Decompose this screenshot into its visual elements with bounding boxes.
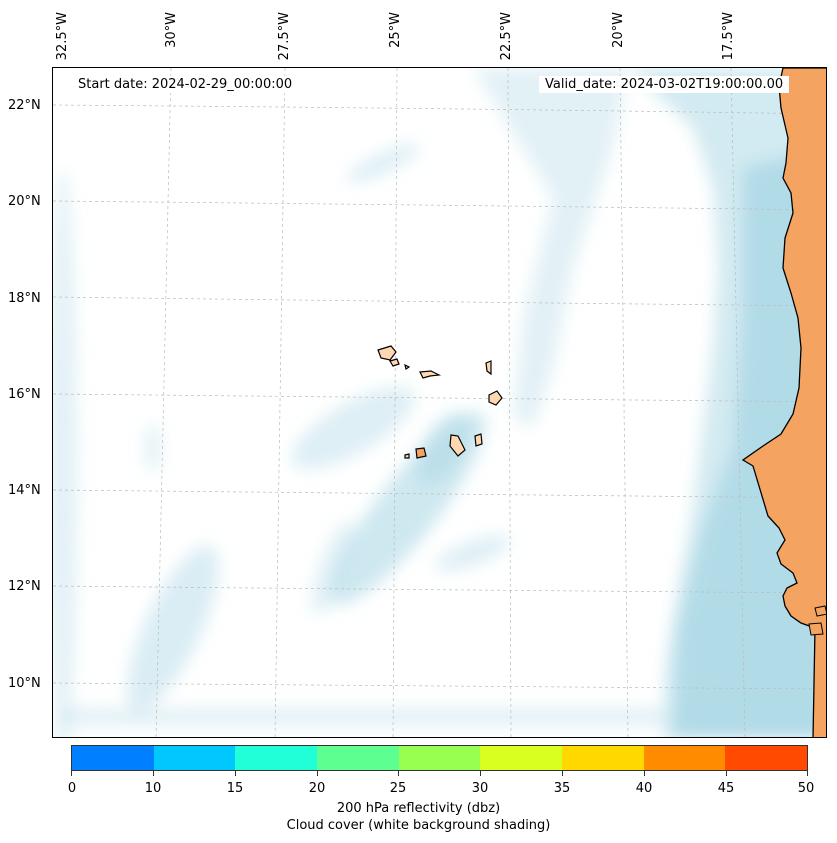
lon-label-32-5w: 32.5°W [55, 12, 70, 61]
colorbar-tickmark [644, 771, 645, 776]
map-panel [52, 67, 827, 738]
colorbar-tick-30: 30 [471, 781, 489, 796]
colorbar-tick-10: 10 [144, 781, 162, 796]
graticule [53, 68, 826, 737]
island-santiago [449, 434, 466, 457]
cloud-north-band [473, 68, 628, 428]
colorbar-tick-15: 15 [226, 781, 244, 796]
lon-label-20w: 20°W [611, 12, 626, 48]
cloud-patch-center-sw [416, 411, 470, 485]
lat-label-10n: 10°N [8, 676, 41, 691]
island-boa-vista [488, 390, 503, 406]
colorbar-segment-0-10 [72, 746, 154, 770]
colorbar-tick-0: 0 [67, 781, 77, 796]
cloud-patch-south [435, 535, 511, 571]
cloud-left-edge [53, 168, 77, 737]
colorbar-tick-40: 40 [635, 781, 653, 796]
map-canvas [53, 68, 826, 737]
colorbar-segment-10-15 [153, 746, 236, 770]
island-sao-vicente [389, 358, 400, 367]
colorbar-subtitle: Cloud cover (white background shading) [286, 818, 551, 833]
lat-label-16n: 16°N [8, 387, 41, 402]
colorbar-tickmark [153, 771, 154, 776]
colorbar-tickmark [807, 771, 808, 776]
cape-verde-islands [377, 345, 503, 459]
lon-label-17-5w: 17.5°W [721, 12, 736, 61]
cloud-patch-west-mid [145, 423, 161, 473]
lon-label-22-5w: 22.5°W [499, 12, 514, 61]
colorbar-tick-45: 45 [717, 781, 735, 796]
cloud-streak-central-north [291, 386, 415, 470]
colorbar-tick-50: 50 [797, 781, 815, 796]
colorbar-tickmark [480, 771, 481, 776]
island-sao-nicolau [419, 370, 442, 379]
reflectivity-colorbar [71, 745, 808, 771]
colorbar-segment-20-25 [317, 746, 399, 770]
colorbar-segment-35-40 [562, 746, 644, 770]
lon-label-25w: 25°W [388, 12, 403, 48]
cloud-streak-west [127, 545, 219, 711]
lat-label-20n: 20°N [8, 194, 41, 209]
island-santo-antao [377, 345, 397, 361]
colorbar-tick-35: 35 [553, 781, 571, 796]
colorbar-segment-15-20 [235, 746, 318, 770]
colorbar-segment-25-30 [398, 746, 481, 770]
colorbar-segment-30-35 [480, 746, 563, 770]
lat-label-18n: 18°N [8, 291, 41, 306]
cloud-bottom-edge [63, 708, 663, 726]
island-maio [474, 433, 483, 447]
colorbar-tick-20: 20 [308, 781, 326, 796]
cloud-patch-nw [346, 143, 420, 183]
valid-date-label: Valid_date: 2024-03-02T19:00:00.00 [539, 76, 790, 93]
lon-label-30w: 30°W [164, 12, 179, 48]
colorbar-tick-25: 25 [389, 781, 407, 796]
start-date-label: Start date: 2024-02-29_00:00:00 [72, 76, 299, 93]
lat-label-12n: 12°N [8, 579, 41, 594]
colorbar-tickmark [398, 771, 399, 776]
colorbar-segment-40-45 [643, 746, 726, 770]
colorbar-title: 200 hPa reflectivity (dbz) [336, 801, 501, 816]
island-santa-luzia [404, 363, 411, 370]
west-africa-landmass [741, 68, 826, 737]
lat-label-22n: 22°N [8, 98, 41, 113]
cloud-cover-layer [53, 68, 826, 737]
island-sal [485, 360, 492, 376]
island-brava [404, 453, 410, 459]
colorbar-tickmark [235, 771, 236, 776]
bijagos-island-a [814, 605, 826, 617]
colorbar-tickmark [726, 771, 727, 776]
bijagos-island-b [808, 622, 824, 636]
lat-label-14n: 14°N [8, 483, 41, 498]
colorbar-tickmark [562, 771, 563, 776]
island-fogo [415, 447, 427, 459]
colorbar-tickmark [71, 771, 72, 776]
colorbar-tickmark [317, 771, 318, 776]
lon-label-27-5w: 27.5°W [277, 12, 292, 61]
colorbar-segment-45-50 [725, 746, 808, 770]
cloud-patch-sw [311, 520, 355, 616]
